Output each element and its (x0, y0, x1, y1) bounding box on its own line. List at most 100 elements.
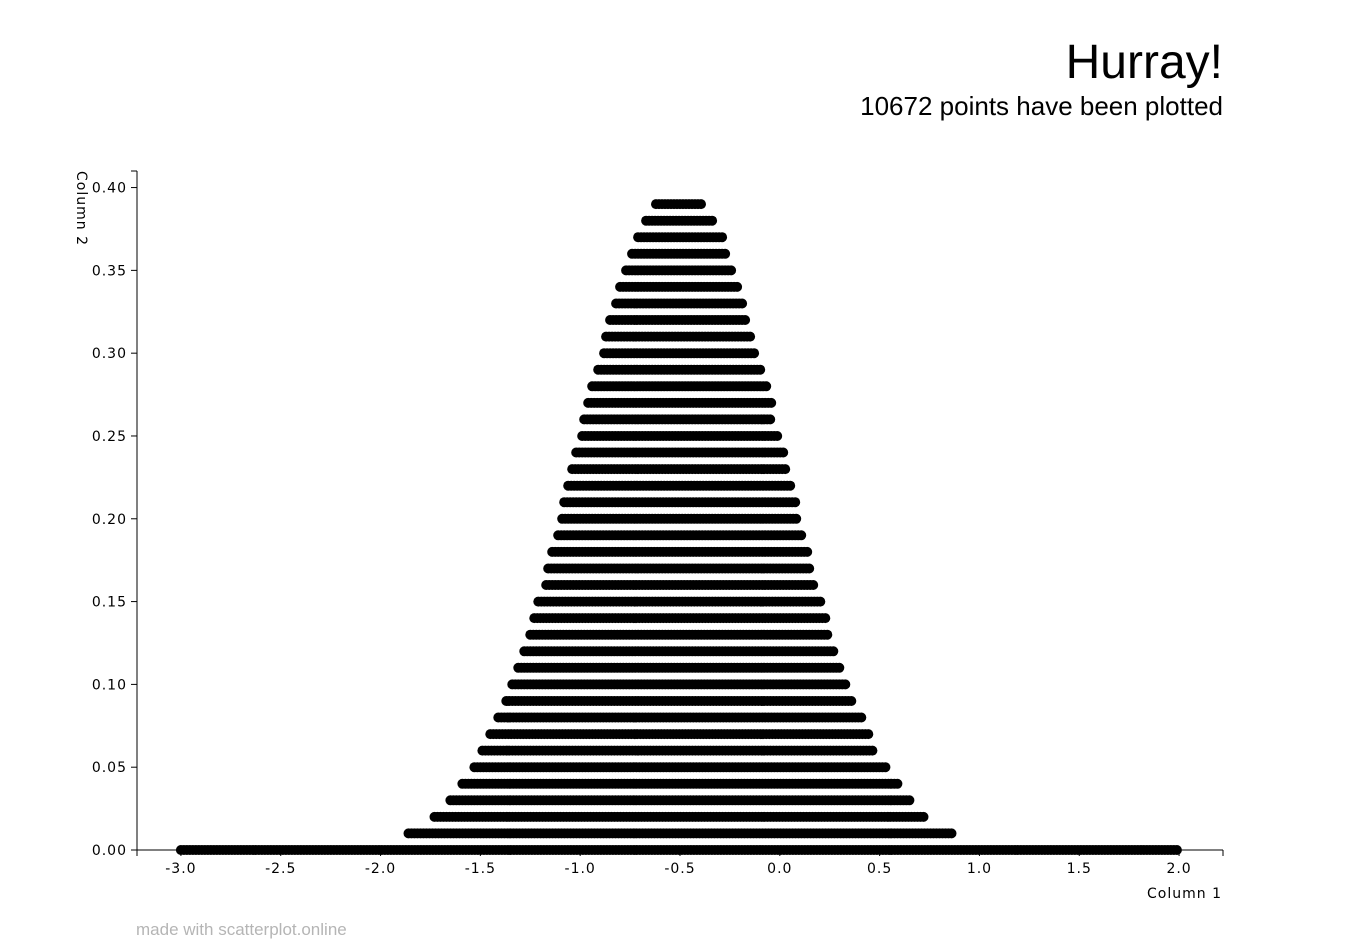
data-point (918, 811, 929, 822)
point-row (601, 331, 756, 342)
x-tick-label: -1.0 (565, 861, 596, 877)
point-row (543, 563, 815, 574)
data-point (720, 248, 731, 259)
data-point (834, 662, 845, 673)
point-row (587, 381, 772, 392)
point-row (485, 729, 874, 740)
point-row (507, 679, 851, 690)
point-row (533, 596, 826, 607)
data-point (772, 431, 783, 441)
data-point (815, 596, 826, 607)
data-point (892, 778, 903, 789)
point-row (599, 348, 760, 359)
data-point (791, 513, 802, 524)
data-point (867, 745, 878, 756)
point-row (457, 778, 903, 789)
points-layer (175, 199, 1182, 855)
point-row (577, 431, 783, 441)
data-point (726, 265, 737, 276)
data-point (745, 331, 756, 342)
point-row (403, 828, 957, 839)
data-point (740, 315, 751, 325)
data-point (904, 795, 915, 806)
x-tick-label: 2.0 (1166, 861, 1191, 877)
point-row (469, 762, 891, 773)
point-row (567, 464, 791, 475)
data-point (707, 215, 718, 226)
data-point (804, 563, 815, 574)
point-row (627, 248, 731, 259)
data-point (880, 762, 891, 773)
data-point (761, 381, 772, 392)
y-axis: 0.00 0.05 0.10 0.15 0.20 0.25 0.30 0.35 0.40 (92, 170, 138, 859)
data-point (828, 646, 839, 657)
data-point (790, 497, 801, 508)
x-tick-label: 0.0 (767, 861, 792, 877)
point-row (493, 712, 867, 723)
data-point (737, 298, 748, 309)
y-tick-label: 0.10 (92, 677, 127, 693)
point-row (477, 745, 878, 756)
point-row (559, 497, 801, 508)
data-point (863, 729, 874, 740)
point-row (571, 447, 789, 458)
point-row (519, 646, 839, 657)
data-point (946, 828, 957, 839)
point-row (605, 315, 751, 325)
point-row (651, 199, 706, 210)
chart-subtitle: 10672 points have been plotted (860, 91, 1223, 121)
point-row (583, 397, 777, 408)
x-axis-title: Column 1 (1147, 886, 1222, 902)
point-row (501, 696, 857, 706)
point-row (579, 414, 776, 425)
point-row (525, 629, 833, 640)
data-point (846, 696, 857, 706)
x-axis: -3.0 -2.5 -2.0 -1.5 -1.0 -0.5 0.0 0.5 1.0 1.5 2.0 (136, 849, 1224, 877)
data-point (778, 447, 789, 458)
point-row (541, 580, 819, 590)
data-point (765, 414, 776, 425)
data-point (808, 580, 819, 590)
data-point (755, 364, 766, 375)
point-row (563, 480, 796, 491)
chart-title: Hurray! (1065, 36, 1223, 89)
y-tick-label: 0.30 (92, 346, 127, 362)
data-point (785, 480, 796, 491)
x-tick-label: -2.0 (365, 861, 396, 877)
point-row (529, 613, 831, 624)
point-row (621, 265, 737, 276)
y-tick-label: 0.20 (92, 512, 127, 528)
data-point (802, 546, 813, 557)
point-row (445, 795, 915, 806)
point-row (513, 662, 845, 673)
data-point (696, 199, 706, 210)
data-point (732, 281, 743, 292)
data-point (749, 348, 760, 359)
x-tick-label: -2.5 (265, 861, 296, 877)
y-tick-label: 0.35 (92, 263, 127, 279)
x-tick-label: -0.5 (664, 861, 695, 877)
y-tick-label: 0.05 (92, 760, 127, 776)
x-tick-label: 0.5 (867, 861, 892, 877)
point-row (633, 232, 728, 243)
data-point (766, 397, 777, 408)
point-row (611, 298, 748, 309)
y-tick-label: 0.00 (92, 843, 127, 859)
point-row (593, 364, 766, 375)
x-tick-label: -1.5 (465, 861, 496, 877)
y-tick-label: 0.40 (92, 181, 127, 197)
data-point (717, 232, 728, 243)
data-point (796, 530, 807, 541)
data-point (856, 712, 867, 723)
point-row (547, 546, 813, 557)
footer-credit: made with scatterplot.online (136, 920, 347, 939)
data-point (780, 464, 791, 475)
y-axis-title: Column 2 (73, 171, 89, 246)
data-point (820, 613, 831, 624)
data-point (840, 679, 851, 690)
point-row (615, 281, 743, 292)
data-point (822, 629, 833, 640)
point-row (557, 513, 802, 524)
point-row (641, 215, 718, 226)
